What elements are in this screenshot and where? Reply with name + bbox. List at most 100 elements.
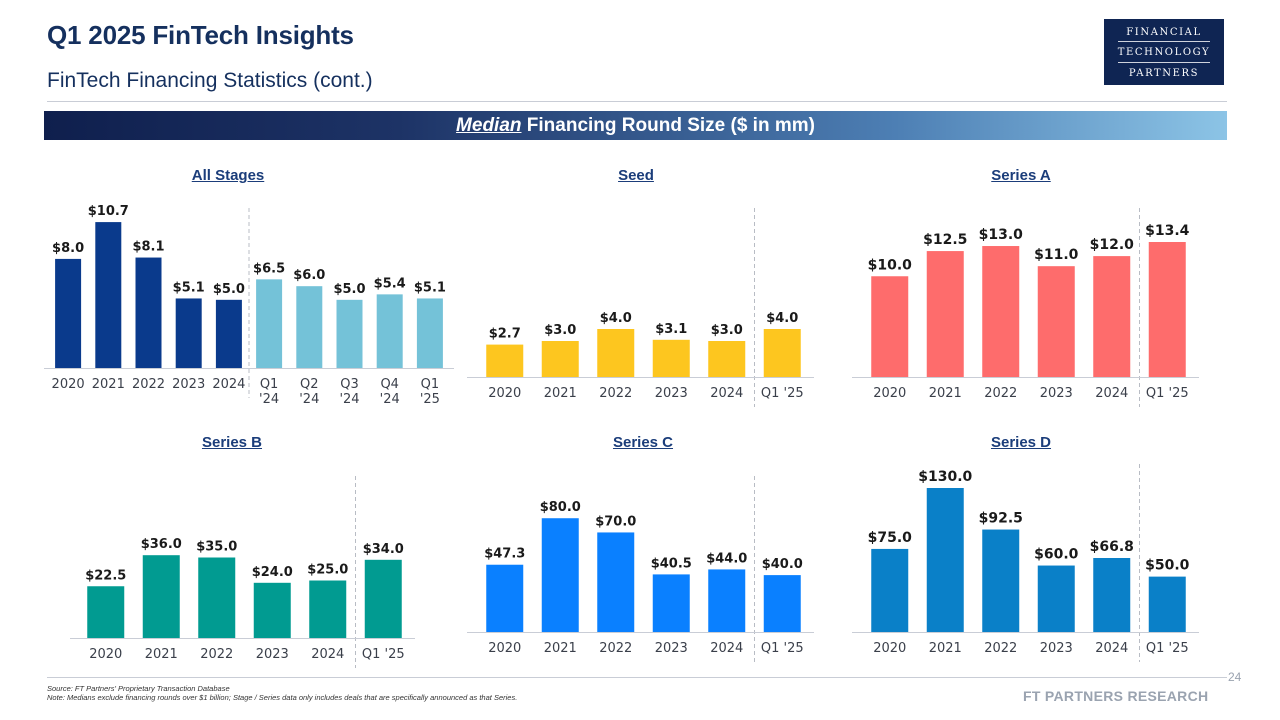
tick-label: 2020 bbox=[488, 641, 521, 656]
data-label: $4.0 bbox=[600, 311, 632, 326]
logo-rule-bottom bbox=[1118, 62, 1210, 63]
bar bbox=[1093, 558, 1131, 632]
tick-label: Q1 '25 bbox=[362, 647, 405, 662]
bar bbox=[926, 251, 964, 377]
tick-label: 2023 bbox=[172, 377, 205, 392]
tick-label: Q1 '25 bbox=[1146, 641, 1189, 656]
data-label: $3.1 bbox=[655, 322, 687, 337]
data-label: $4.0 bbox=[766, 311, 798, 326]
bar bbox=[215, 299, 242, 368]
tick-label: 2024 bbox=[311, 647, 344, 662]
footer-divider bbox=[47, 677, 1227, 678]
tick-label: 2020 bbox=[873, 641, 906, 656]
data-label: $12.0 bbox=[1090, 237, 1135, 253]
tick-label: 2020 bbox=[488, 386, 521, 401]
tick-label: 2022 bbox=[599, 641, 632, 656]
bar bbox=[376, 294, 403, 368]
chart-seed: $2.7 2020 $3.0 2021 $4.0 2022 $3.1 2023 $3.0 2024… bbox=[467, 208, 814, 407]
data-label: $50.0 bbox=[1145, 558, 1190, 574]
chart-series-c: $47.3 2020 $80.0 2021 $70.0 2022 $40.5 2023 $44.… bbox=[467, 476, 814, 662]
bar bbox=[175, 298, 202, 368]
data-label: $66.8 bbox=[1090, 539, 1134, 555]
tick-label: 2022 bbox=[984, 386, 1017, 401]
data-label: $6.5 bbox=[253, 261, 285, 276]
data-label: $3.0 bbox=[544, 323, 576, 338]
data-label: $70.0 bbox=[595, 514, 636, 529]
tick-label: 2022 bbox=[200, 647, 233, 662]
chart-title-seed: Seed bbox=[618, 167, 654, 184]
page-subtitle: FinTech Financing Statistics (cont.) bbox=[47, 69, 373, 92]
chart-title-all-stages: All Stages bbox=[191, 167, 265, 184]
tick-label: '24 bbox=[380, 392, 400, 407]
bar bbox=[309, 580, 347, 638]
tick-label: Q2 bbox=[300, 377, 319, 392]
data-label: $10.0 bbox=[868, 257, 913, 273]
data-label: $22.5 bbox=[85, 568, 126, 583]
data-label: $5.0 bbox=[333, 282, 365, 297]
bar bbox=[296, 286, 323, 368]
logo-line-partners: PARTNERS bbox=[1128, 68, 1200, 79]
tick-label: 2021 bbox=[544, 641, 577, 656]
bar bbox=[55, 258, 82, 368]
bar bbox=[256, 279, 283, 368]
bar bbox=[1093, 256, 1131, 377]
tick-label: Q1 bbox=[260, 377, 279, 392]
bar bbox=[708, 341, 746, 377]
tick-label: 2024 bbox=[212, 377, 245, 392]
data-label: $12.5 bbox=[923, 232, 967, 248]
data-label: $34.0 bbox=[363, 542, 404, 557]
tick-label: 2024 bbox=[1095, 641, 1128, 656]
footer-brand: FT PARTNERS RESEARCH bbox=[1023, 688, 1209, 704]
bar bbox=[541, 518, 579, 632]
tick-label: Q1 '25 bbox=[761, 641, 804, 656]
data-label: $25.0 bbox=[307, 563, 348, 578]
banner-text: Financing Round Size ($ in mm) bbox=[521, 115, 815, 136]
tick-label: 2023 bbox=[655, 386, 688, 401]
bar bbox=[652, 339, 690, 377]
tick-label: Q1 '25 bbox=[761, 386, 804, 401]
tick-label: 2023 bbox=[256, 647, 289, 662]
footnote: Source: FT Partners' Proprietary Transac… bbox=[47, 684, 517, 702]
bar bbox=[95, 222, 122, 368]
chart-title-series-b: Series B bbox=[201, 434, 263, 451]
data-label: $75.0 bbox=[868, 530, 913, 546]
bar bbox=[1148, 242, 1186, 377]
bar bbox=[1037, 266, 1075, 377]
data-label: $130.0 bbox=[918, 469, 972, 485]
data-label: $5.4 bbox=[374, 276, 406, 291]
tick-label: 2021 bbox=[92, 377, 125, 392]
chart-series-a: $10.0 2020 $12.5 2021 $13.0 2022 $11.0 2023 $12.… bbox=[852, 208, 1199, 407]
logo-line-financial: FINANCIAL bbox=[1126, 27, 1202, 38]
chart-all-stages: $8.0 2020 $10.7 2021 $8.1 2022 $5.1 2023 $5.0 202… bbox=[44, 204, 454, 407]
bar bbox=[763, 575, 801, 632]
bar bbox=[416, 298, 443, 368]
bar bbox=[871, 548, 909, 632]
bar bbox=[1148, 576, 1186, 632]
bar bbox=[253, 582, 291, 638]
tick-label: 2021 bbox=[145, 647, 178, 662]
data-label: $5.0 bbox=[213, 282, 245, 297]
chart-title-series-a: Series A bbox=[991, 167, 1051, 184]
data-label: $35.0 bbox=[196, 540, 237, 555]
tick-label: 2023 bbox=[1040, 641, 1073, 656]
methodology-note: Note: Medians exclude financing rounds o… bbox=[47, 693, 518, 702]
section-banner: Median Financing Round Size ($ in mm) bbox=[44, 111, 1227, 140]
bar bbox=[87, 586, 125, 638]
tick-label: 2020 bbox=[89, 647, 122, 662]
bar bbox=[486, 564, 524, 632]
tick-label: 2021 bbox=[544, 386, 577, 401]
banner-emphasis: Median bbox=[456, 115, 522, 136]
bar bbox=[336, 299, 363, 368]
chart-title-series-c: Series C bbox=[612, 434, 674, 451]
chart-series-b: $22.5 2020 $36.0 2021 $35.0 2022 $24.0 2023 $25.… bbox=[70, 476, 415, 668]
tick-label: 2024 bbox=[710, 386, 743, 401]
data-label: $3.0 bbox=[711, 323, 743, 338]
data-label: $5.1 bbox=[173, 280, 205, 295]
tick-label: 2021 bbox=[929, 386, 962, 401]
title-divider bbox=[47, 101, 1227, 102]
data-label: $11.0 bbox=[1034, 247, 1079, 263]
chart-title-series-d: Series D bbox=[990, 434, 1052, 451]
bar bbox=[486, 344, 524, 377]
tick-label: 2023 bbox=[1040, 386, 1073, 401]
data-label: $10.7 bbox=[88, 204, 129, 219]
